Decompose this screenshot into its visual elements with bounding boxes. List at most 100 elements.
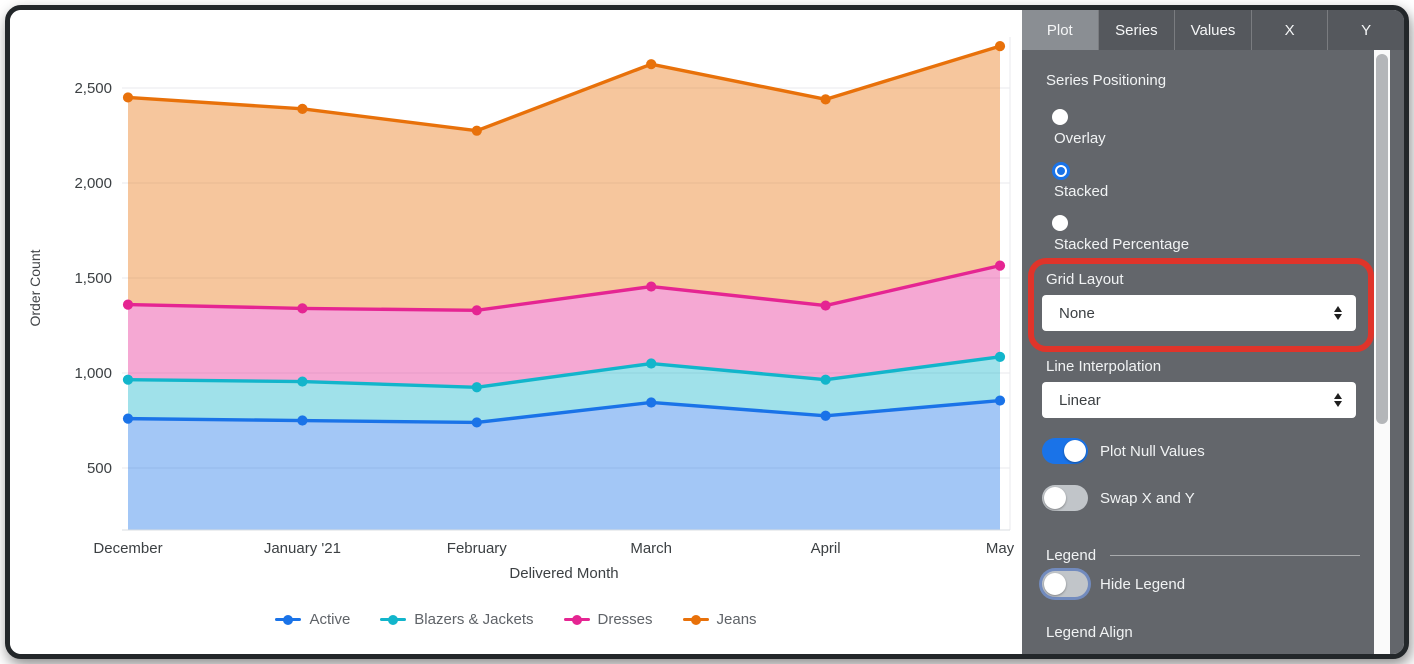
area-band-dresses	[128, 265, 1000, 388]
y-tick-label: 2,000	[74, 175, 112, 192]
toggle-knob	[1044, 487, 1066, 509]
legend-marker-icon	[380, 614, 407, 626]
panel-tabs: Plot Series Values X Y	[1022, 10, 1404, 50]
legend-align-label: Legend Align	[1046, 624, 1133, 641]
legend-item-active[interactable]: Active	[275, 611, 350, 628]
area-band-jeans	[128, 46, 1000, 311]
x-tick-label: December	[93, 540, 162, 557]
y-tick-label: 1,000	[74, 365, 112, 382]
legend-marker-icon	[563, 614, 590, 626]
grid-layout-value: None	[1059, 304, 1095, 322]
x-tick-label: January '21	[264, 540, 341, 557]
legend-label: Blazers & Jackets	[414, 611, 534, 628]
series-line-blazers-jackets	[126, 355, 1002, 389]
data-point[interactable]	[646, 358, 657, 369]
tab-x[interactable]: X	[1250, 10, 1328, 50]
data-point[interactable]	[122, 92, 134, 103]
updown-arrow-icon	[1334, 306, 1342, 320]
data-point[interactable]	[471, 382, 482, 393]
hide-legend-label: Hide Legend	[1100, 575, 1186, 593]
y-tick-label: 2,500	[74, 80, 112, 97]
line-interpolation-select[interactable]: Linear	[1042, 382, 1356, 418]
x-axis-title: Delivered Month	[509, 565, 618, 582]
panel-scrollbar-thumb[interactable]	[1376, 54, 1388, 424]
y-axis-title: Order Count	[27, 249, 43, 326]
x-tick-label: February	[447, 540, 508, 557]
tab-y[interactable]: Y	[1327, 10, 1404, 50]
plot-settings-panel: Plot Series Values X Y Series Positioning Ov…	[1022, 10, 1404, 654]
app-window: 500 1,000 1,500 2,000 2,500 December January '…	[5, 5, 1409, 659]
data-point[interactable]	[820, 374, 831, 385]
data-point[interactable]	[994, 260, 1006, 271]
plot-null-values-label: Plot Null Values	[1100, 442, 1205, 460]
window-content: 500 1,000 1,500 2,000 2,500 December January '…	[10, 10, 1404, 654]
legend-item-blazers-jackets[interactable]: Blazers & Jackets	[380, 611, 534, 628]
data-point[interactable]	[122, 374, 134, 385]
data-point[interactable]	[820, 94, 831, 105]
stacked-area-chart: 500 1,000 1,500 2,000 2,500 December January '…	[27, 37, 1015, 582]
section-divider	[1110, 555, 1360, 556]
data-point[interactable]	[122, 413, 134, 424]
area-band-active	[128, 400, 1000, 530]
swap-x-y-row: Swap X and Y	[1042, 485, 1195, 511]
plot-null-values-toggle[interactable]	[1042, 438, 1088, 464]
tab-series[interactable]: Series	[1097, 10, 1175, 50]
legend-item-jeans[interactable]: Jeans	[682, 611, 757, 628]
data-point[interactable]	[820, 410, 831, 421]
legend-section-heading: Legend	[1046, 547, 1360, 564]
tab-plot[interactable]: Plot	[1022, 10, 1098, 50]
legend-item-dresses[interactable]: Dresses	[563, 611, 653, 628]
radio-stacked-label[interactable]: Stacked	[1054, 183, 1109, 200]
data-point[interactable]	[471, 125, 482, 136]
legend-label: Dresses	[597, 611, 653, 628]
series-line-dresses	[126, 263, 1002, 313]
data-point[interactable]	[646, 397, 657, 408]
radio-stacked-percentage[interactable]	[1052, 215, 1068, 231]
hide-legend-toggle[interactable]	[1042, 571, 1088, 597]
data-point[interactable]	[297, 303, 308, 314]
data-point[interactable]	[820, 300, 831, 311]
legend-label: Active	[309, 611, 351, 628]
chart-legend: Active Blazers & Jackets Dresses Jeans	[10, 611, 1022, 628]
data-point[interactable]	[471, 305, 482, 316]
series-line-active	[126, 398, 1002, 425]
data-point[interactable]	[297, 103, 308, 114]
data-point[interactable]	[994, 395, 1006, 406]
hide-legend-row: Hide Legend	[1042, 571, 1185, 597]
radio-overlay-label[interactable]: Overlay	[1054, 130, 1106, 147]
radio-stacked[interactable]	[1052, 162, 1070, 180]
swap-x-y-toggle[interactable]	[1042, 485, 1088, 511]
area-band-blazers-jackets	[128, 356, 1000, 423]
toggle-knob	[1044, 573, 1066, 595]
legend-label: Jeans	[716, 611, 757, 628]
data-point[interactable]	[297, 376, 308, 387]
y-tick-label: 1,500	[74, 270, 112, 287]
series-line-jeans	[126, 44, 1002, 133]
swap-x-y-label: Swap X and Y	[1100, 489, 1195, 507]
data-point[interactable]	[994, 351, 1006, 362]
y-tick-label: 500	[87, 460, 112, 477]
legend-marker-icon	[275, 614, 302, 626]
line-interpolation-label: Line Interpolation	[1046, 358, 1162, 375]
x-tick-label: April	[811, 540, 841, 557]
radio-overlay[interactable]	[1052, 109, 1068, 125]
tab-values[interactable]: Values	[1174, 10, 1251, 50]
data-point[interactable]	[297, 415, 308, 426]
x-tick-label: May	[986, 540, 1015, 557]
data-point[interactable]	[646, 59, 657, 70]
grid-layout-label: Grid Layout	[1046, 271, 1124, 288]
updown-arrow-icon	[1334, 393, 1342, 407]
radio-stacked-percentage-label[interactable]: Stacked Percentage	[1054, 236, 1190, 253]
legend-marker-icon	[682, 614, 709, 626]
data-point[interactable]	[471, 417, 482, 428]
visualization-area: 500 1,000 1,500 2,000 2,500 December January '…	[10, 10, 1022, 654]
data-point[interactable]	[122, 299, 134, 310]
line-interpolation-value: Linear	[1059, 391, 1101, 409]
toggle-knob	[1064, 440, 1086, 462]
legend-heading-label: Legend	[1046, 547, 1097, 564]
data-point[interactable]	[994, 41, 1006, 52]
grid-layout-select[interactable]: None	[1042, 295, 1356, 331]
data-point[interactable]	[646, 281, 657, 292]
panel-scrollbar-track[interactable]	[1374, 50, 1390, 654]
series-positioning-label: Series Positioning	[1046, 72, 1167, 89]
